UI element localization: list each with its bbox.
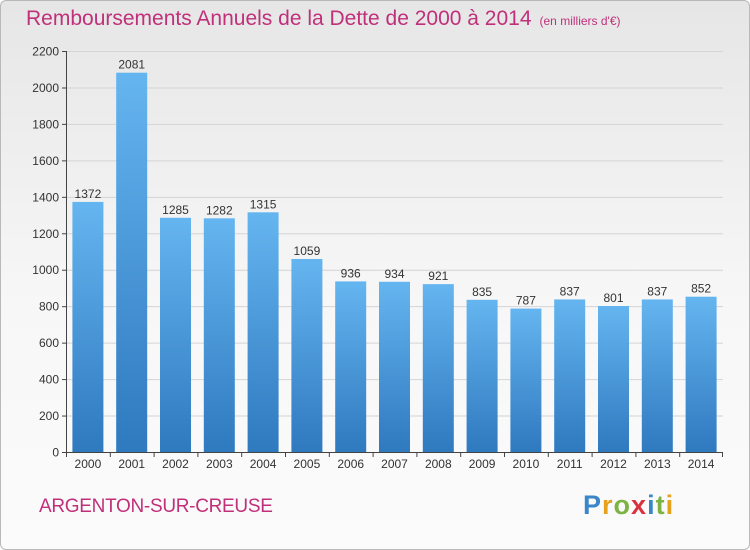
logo-letter: t	[655, 490, 666, 520]
bar-value-label: 934	[384, 267, 404, 281]
logo-letter: o	[613, 490, 632, 520]
logo-letter: i	[647, 490, 656, 520]
y-tick-label: 1600	[32, 154, 59, 168]
bar-2009	[466, 299, 498, 452]
bar-value-label: 921	[428, 269, 448, 283]
y-tick-label: 1200	[32, 227, 59, 241]
proxiti-logo[interactable]: Proxiti	[583, 490, 674, 521]
bar-value-label: 1282	[206, 203, 233, 217]
bar-2006	[335, 281, 367, 452]
bar-value-label: 801	[603, 291, 623, 305]
bar-value-label: 837	[647, 284, 667, 298]
y-tick-label: 0	[52, 446, 59, 460]
y-tick-label: 2000	[32, 81, 59, 95]
bar-2007	[379, 281, 410, 452]
x-tick-label: 2005	[294, 457, 321, 471]
x-tick-label: 2012	[600, 457, 627, 471]
bar-value-label: 1372	[75, 187, 102, 201]
bar-value-label: 1285	[162, 203, 189, 217]
chart-title-text: Remboursements Annuels de la Dette de 20…	[26, 7, 532, 30]
logo-letter: r	[602, 490, 614, 520]
bar-2011	[554, 299, 586, 452]
x-tick-label: 2006	[337, 457, 364, 471]
logo-letter: i	[665, 490, 675, 520]
x-tick-label: 2000	[75, 457, 102, 471]
x-tick-label: 2004	[250, 457, 277, 471]
bar-2005	[291, 258, 323, 452]
bar-2013	[641, 299, 673, 452]
y-tick-label: 1800	[32, 117, 59, 131]
city-name: ARGENTON-SUR-CREUSE	[39, 496, 273, 517]
chart-title: Remboursements Annuels de la Dette de 20…	[26, 7, 621, 31]
bar-value-label: 1059	[294, 244, 321, 258]
y-tick-label: 200	[39, 409, 59, 423]
y-tick-label: 2200	[32, 45, 59, 59]
bar-2000	[72, 201, 104, 452]
bar-2002	[160, 217, 191, 452]
bar-2003	[203, 218, 235, 452]
bar-value-label: 1315	[250, 197, 277, 211]
bar-2010	[510, 308, 542, 452]
x-tick-label: 2008	[425, 457, 452, 471]
x-tick-label: 2001	[118, 457, 145, 471]
x-tick-label: 2011	[557, 457, 583, 471]
bar-value-label: 852	[691, 282, 711, 296]
bar-value-label: 787	[516, 294, 536, 308]
y-tick-label: 1000	[32, 263, 59, 277]
x-tick-label: 2014	[688, 457, 715, 471]
bar-value-label: 837	[560, 284, 580, 298]
logo-letter: x	[631, 490, 648, 520]
x-tick-label: 2007	[381, 457, 408, 471]
y-tick-label: 1400	[32, 190, 59, 204]
chart-subtitle: (en milliers d'€)	[539, 14, 621, 28]
logo-letter: P	[583, 490, 603, 520]
bar-2001	[116, 72, 148, 452]
x-tick-label: 2002	[162, 457, 189, 471]
y-tick-label: 600	[39, 336, 59, 350]
bar-value-label: 936	[341, 266, 361, 280]
bar-2004	[247, 212, 279, 452]
y-tick-label: 800	[39, 300, 59, 314]
bar-value-label: 835	[472, 285, 492, 299]
x-tick-label: 2009	[469, 457, 496, 471]
x-tick-label: 2010	[513, 457, 540, 471]
bar-2012	[598, 305, 629, 452]
y-tick-label: 400	[39, 373, 59, 387]
bar-2008	[422, 284, 454, 452]
x-tick-label: 2013	[644, 457, 671, 471]
bar-value-label: 2081	[118, 58, 145, 72]
bar-2014	[685, 296, 717, 452]
x-tick-label: 2003	[206, 457, 233, 471]
bar-chart: 1372 2081 1285 1282 1315 1059 936 934 921 835 787 8…	[32, 45, 723, 471]
